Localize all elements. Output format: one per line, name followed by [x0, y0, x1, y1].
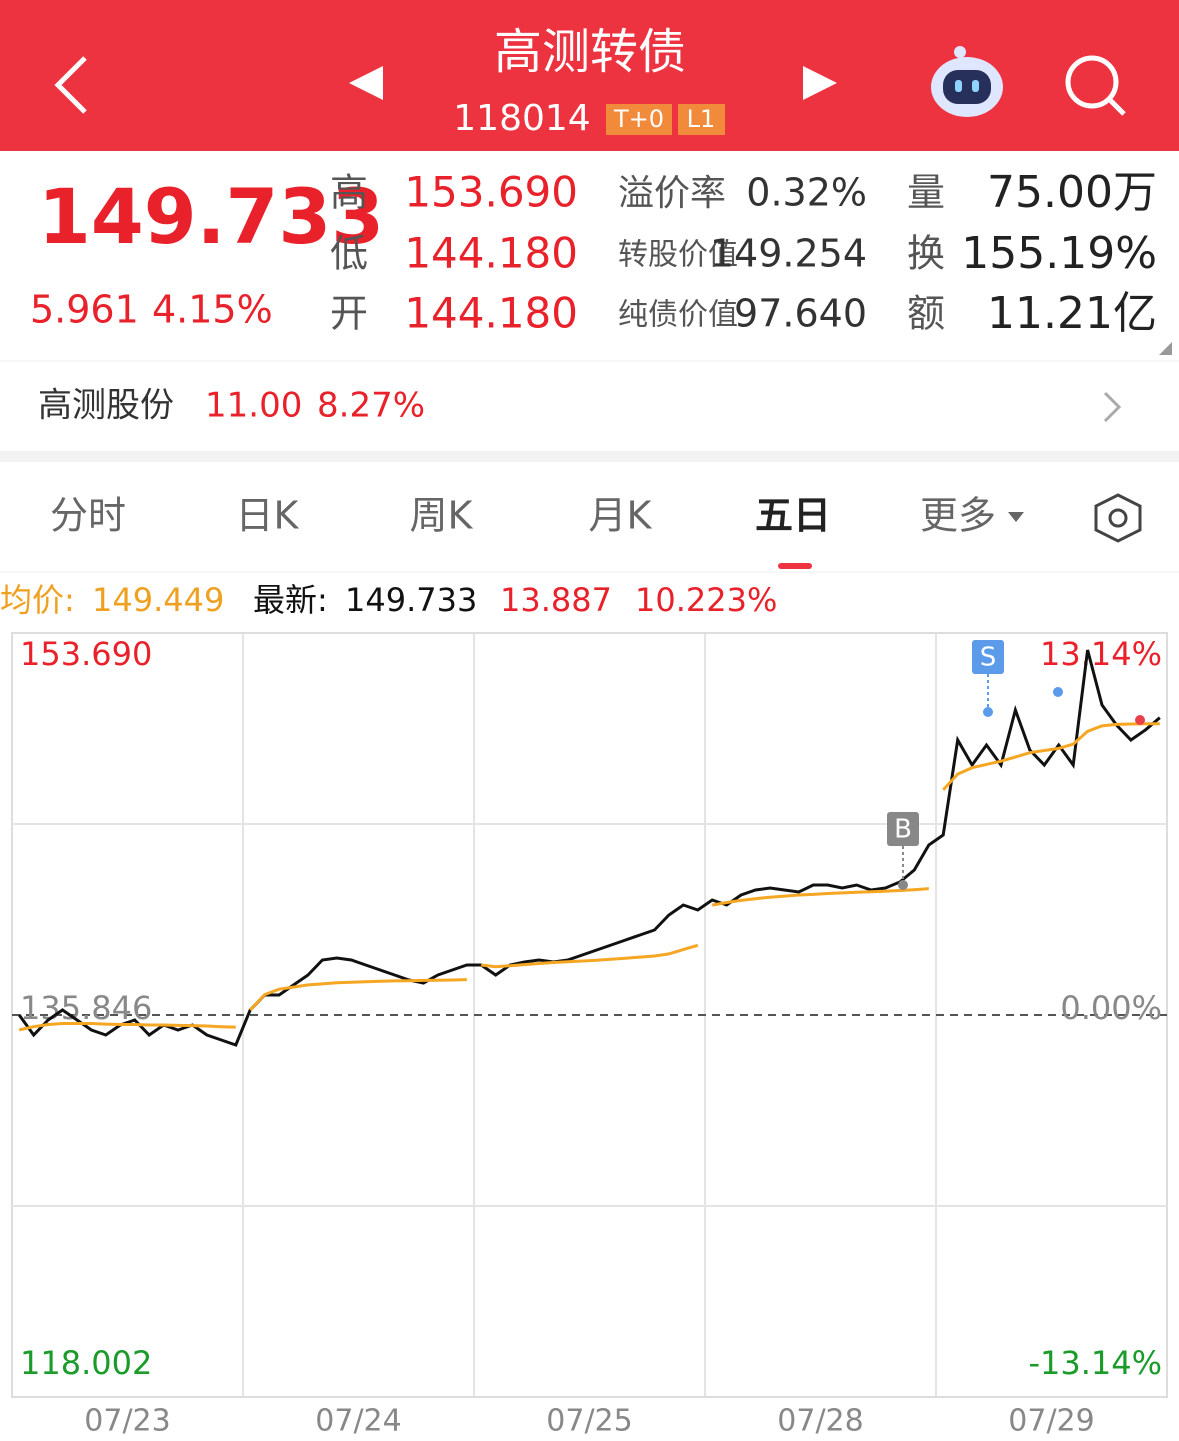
stat-label: 低 [330, 232, 368, 276]
code: 118014 [453, 98, 590, 139]
marker-box [887, 812, 919, 846]
stat-value: 0.32% [746, 171, 867, 215]
tab[interactable]: 周K [410, 494, 474, 538]
search-button[interactable] [1065, 55, 1126, 116]
legend-pct: 10.223% [635, 581, 777, 619]
y2-tick-label: 0.00% [1060, 989, 1162, 1027]
legend-latest-label: 最新: [253, 581, 328, 619]
tab[interactable]: 五日 [755, 494, 831, 538]
legend-change: 13.887 [500, 581, 612, 619]
badge [678, 104, 725, 135]
chart: 07/23 07/24 07/25 07/28 07/29153.690135.8461… [11, 632, 1168, 1439]
chevron [1103, 391, 1122, 423]
marker-dot [898, 880, 908, 890]
more-arrow [1008, 512, 1024, 522]
stock-price: 11.00 [205, 386, 302, 426]
tab[interactable]: 更多 [920, 494, 996, 538]
corner [1159, 342, 1172, 355]
stat-label: 额 [907, 292, 945, 336]
marker-dot [983, 707, 993, 717]
legend-avg-label: 均价: [0, 581, 75, 619]
stat-label: 溢价率 [618, 173, 726, 214]
marker-box [972, 640, 1004, 674]
tab[interactable]: 分时 [50, 494, 126, 538]
stat-label: 高 [330, 171, 368, 215]
avg-line [249, 978, 467, 1012]
stat-label: 纯债价值 [618, 298, 738, 333]
y-tick-label: 153.690 [20, 635, 152, 673]
x-tick-label: 07/25 [546, 1404, 632, 1439]
price-line [17, 649, 1161, 1047]
prev-button[interactable] [349, 66, 383, 100]
settings-dot [1108, 508, 1128, 528]
back-button[interactable] [54, 56, 87, 114]
stat-value: 97.640 [734, 292, 867, 336]
avg-line [942, 722, 1160, 791]
title: 高测转债 [494, 24, 686, 80]
stat-label: 换 [907, 232, 945, 276]
badge [606, 104, 672, 135]
legend-latest: 149.733 [345, 581, 477, 619]
y2-tick-label: 13.14% [1040, 635, 1162, 673]
x-tick-label: 07/23 [84, 1404, 170, 1439]
y2-tick-label: -13.14% [1028, 1344, 1162, 1382]
stat-value: 75.00万 [987, 167, 1157, 218]
stat-value: 11.21亿 [987, 288, 1157, 339]
price: 149.733 [38, 172, 384, 261]
badge-text: T+0 [613, 105, 664, 133]
robot-button[interactable] [931, 46, 1003, 117]
stat-value: 153.690 [404, 168, 578, 217]
stat-label: 开 [330, 292, 368, 336]
stats: 高 153.690 低 144.180 开 144.180 溢价率 0.32%转股价值149.… [330, 167, 1157, 339]
dot [1135, 715, 1145, 725]
tab-underline [778, 563, 812, 569]
stat-label: 转股价值 [618, 238, 738, 273]
x-tick-label: 07/28 [777, 1404, 863, 1439]
badge-text: L1 [687, 105, 716, 133]
marker-label: S [980, 643, 997, 673]
stat-value: 155.19% [961, 228, 1157, 279]
spacer [0, 451, 1179, 462]
y-tick-label: 118.002 [20, 1344, 152, 1382]
stat-value: 149.254 [710, 232, 867, 276]
stock-pct: 8.27% [317, 386, 425, 426]
change: 5.961 [30, 288, 139, 332]
tab[interactable]: 日K [236, 494, 300, 538]
x-tick-label: 07/29 [1008, 1404, 1094, 1439]
stock-row[interactable]: 高测股份 11.00 8.27% [38, 386, 1122, 426]
dot [1053, 687, 1063, 697]
marker-label: B [894, 815, 912, 845]
stat-value: 144.180 [404, 289, 578, 338]
avg-line [481, 943, 699, 969]
avg-line [18, 1022, 236, 1032]
stat-value: 144.180 [404, 229, 578, 278]
legend-avg: 149.449 [92, 581, 224, 619]
avg-line [711, 887, 929, 907]
change-pct: 4.15% [152, 288, 273, 332]
settings-button[interactable] [1094, 493, 1142, 543]
x-tick-label: 07/24 [315, 1404, 401, 1439]
stock-name: 高测股份 [38, 386, 174, 426]
tab[interactable]: 月K [589, 494, 653, 538]
stat-label: 量 [907, 171, 945, 215]
next-button[interactable] [803, 66, 837, 100]
tabs: 分时 日K 周K 月K 五日 更多 [50, 494, 996, 538]
